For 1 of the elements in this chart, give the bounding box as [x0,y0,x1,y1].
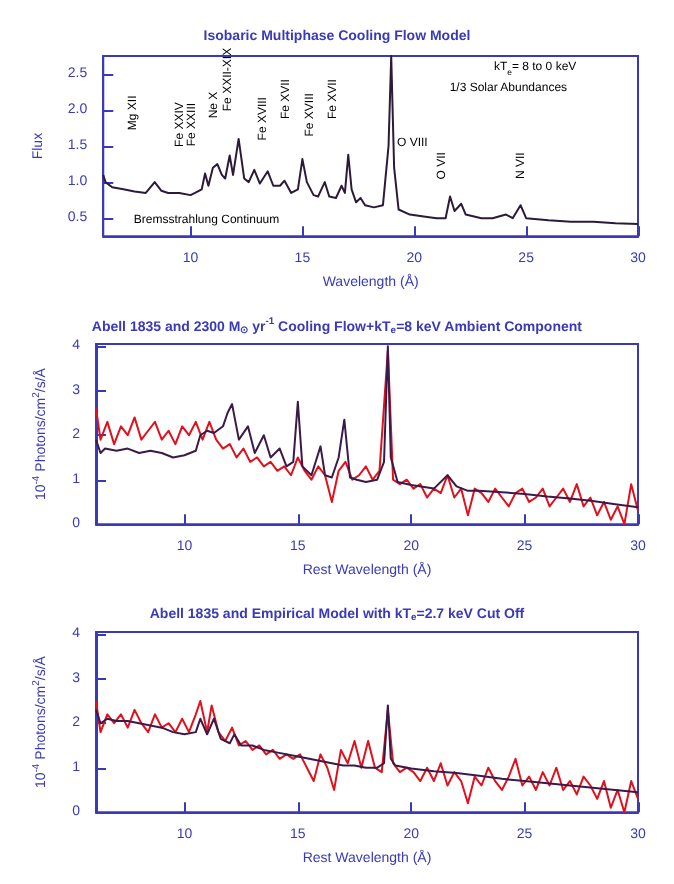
line-series [95,704,639,794]
